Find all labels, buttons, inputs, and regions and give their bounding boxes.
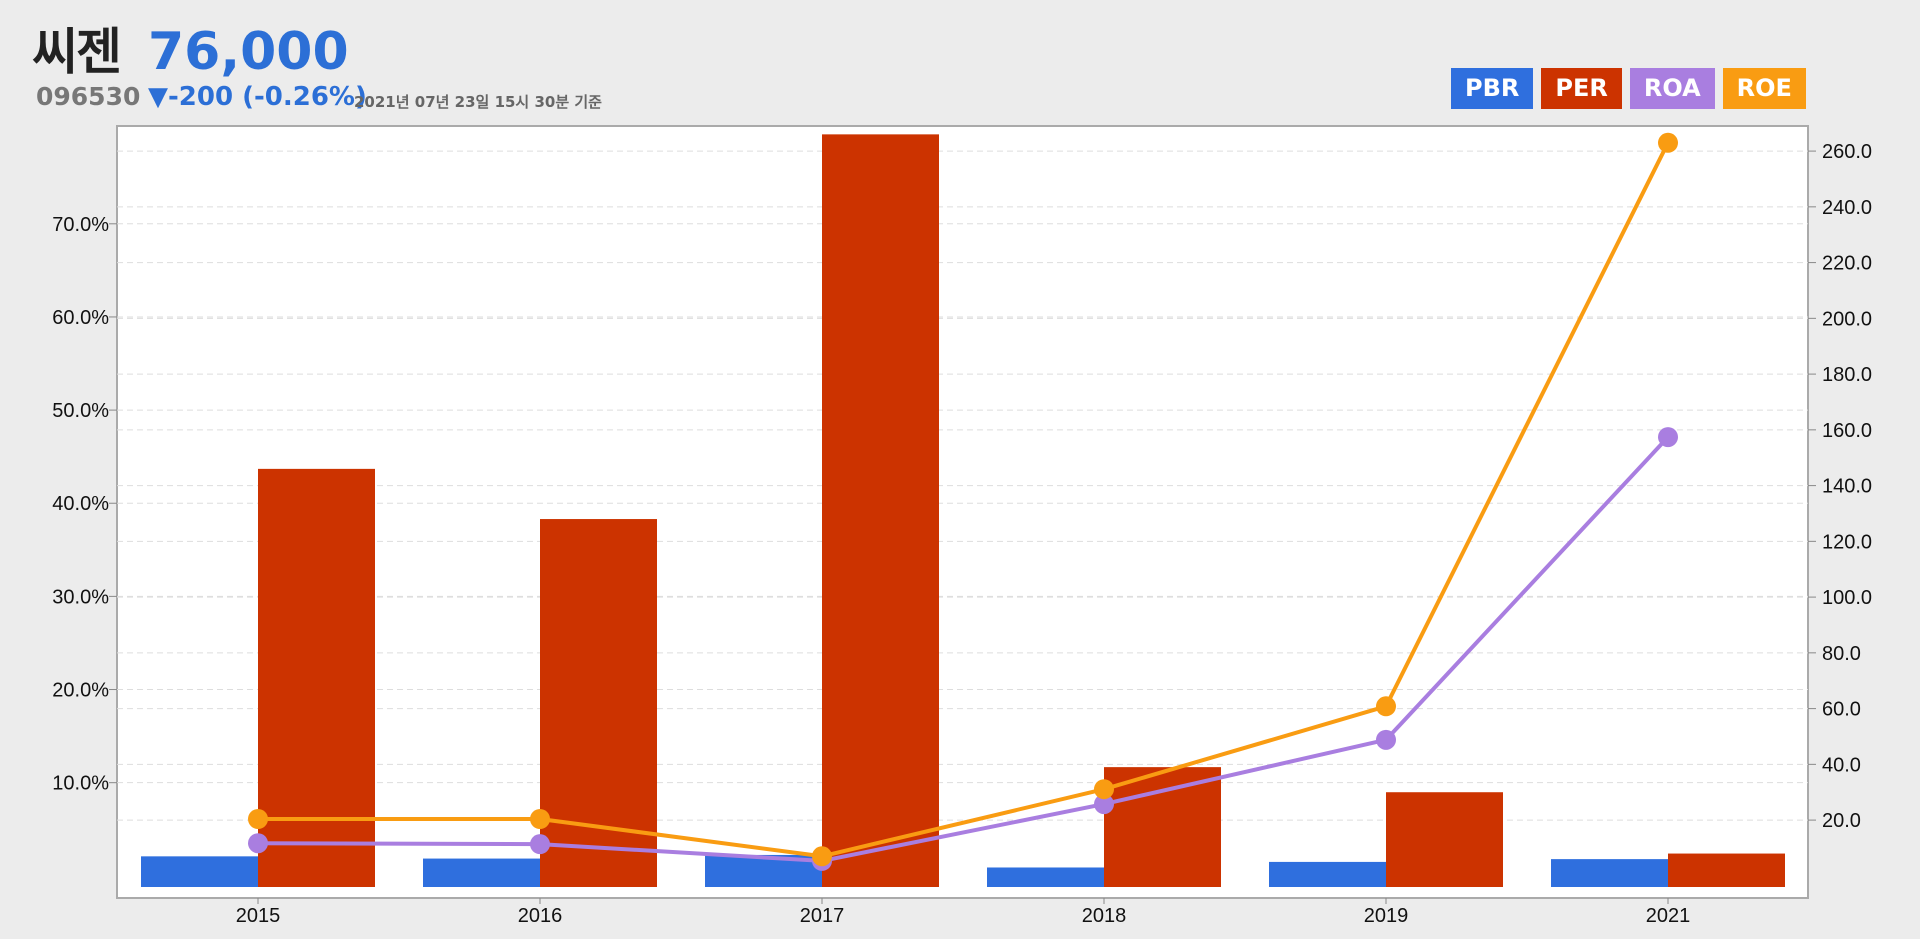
point-roe — [248, 809, 268, 830]
bar-per — [1668, 853, 1785, 887]
right-tick-label: 260.0 — [1822, 141, 1872, 163]
line-roa — [257, 435, 1670, 863]
bar-pbr — [1269, 861, 1386, 887]
x-tick-label: 2015 — [236, 905, 281, 927]
bar-pbr — [423, 858, 540, 887]
right-tick-label: 80.0 — [1822, 643, 1861, 665]
left-tick-label: 70.0% — [52, 214, 109, 236]
x-tick-label: 2019 — [1364, 905, 1409, 927]
bar-per — [1104, 767, 1221, 887]
right-tick-label: 140.0 — [1822, 476, 1872, 498]
right-tick-label: 40.0 — [1822, 754, 1861, 776]
right-tick-label: 200.0 — [1822, 308, 1872, 330]
right-tick-label: 180.0 — [1822, 364, 1872, 386]
right-tick-label: 220.0 — [1822, 253, 1872, 275]
plot-area — [116, 125, 1809, 899]
right-tick-label: 100.0 — [1822, 587, 1872, 609]
right-tick-label: 240.0 — [1822, 197, 1872, 219]
bar-per — [1386, 792, 1503, 887]
point-roa — [1094, 794, 1114, 815]
price-change: ▼-200 (-0.26%) — [148, 82, 367, 112]
legend-pbr[interactable]: PBR — [1451, 68, 1534, 109]
bar-pbr — [987, 867, 1104, 887]
x-tick-label: 2016 — [518, 905, 563, 927]
point-roe — [1094, 779, 1114, 800]
stock-code: 096530 — [36, 82, 141, 111]
point-roe — [1658, 132, 1678, 153]
bar-per — [258, 468, 375, 887]
left-tick-label: 10.0% — [52, 773, 109, 795]
left-tick-label: 20.0% — [52, 680, 109, 702]
point-roa — [1658, 427, 1678, 448]
x-tick-label: 2021 — [1646, 905, 1691, 927]
left-tick-label: 50.0% — [52, 400, 109, 422]
bar-pbr — [141, 856, 258, 887]
point-roa — [530, 834, 550, 855]
point-roe — [530, 809, 550, 830]
point-roe — [1376, 696, 1396, 717]
left-tick-label: 40.0% — [52, 493, 109, 515]
legend-roe[interactable]: ROE — [1722, 68, 1806, 109]
line-roe — [258, 141, 1670, 859]
x-tick-label: 2018 — [1082, 905, 1127, 927]
timestamp: 2021년 07년 23일 15시 30분 기준 — [354, 93, 602, 111]
left-tick-label: 60.0% — [52, 307, 109, 329]
left-tick-label: 30.0% — [52, 586, 109, 608]
right-tick-label: 120.0 — [1822, 531, 1872, 553]
legend-per[interactable]: PER — [1541, 68, 1622, 109]
point-roa — [1376, 729, 1396, 750]
right-tick-label: 20.0 — [1822, 810, 1861, 832]
legend-roa[interactable]: ROA — [1629, 68, 1715, 109]
right-tick-label: 60.0 — [1822, 699, 1861, 721]
point-roe — [812, 846, 832, 867]
point-roa — [248, 833, 268, 854]
legend: PBR PER ROA ROE — [1451, 68, 1806, 109]
stock-price: 76,000 — [148, 22, 349, 82]
stock-name: 씨젠 — [32, 23, 122, 81]
right-tick-label: 160.0 — [1822, 420, 1872, 442]
x-tick-label: 2017 — [800, 905, 845, 927]
bar-pbr — [1551, 859, 1668, 887]
bar-per — [822, 134, 939, 887]
